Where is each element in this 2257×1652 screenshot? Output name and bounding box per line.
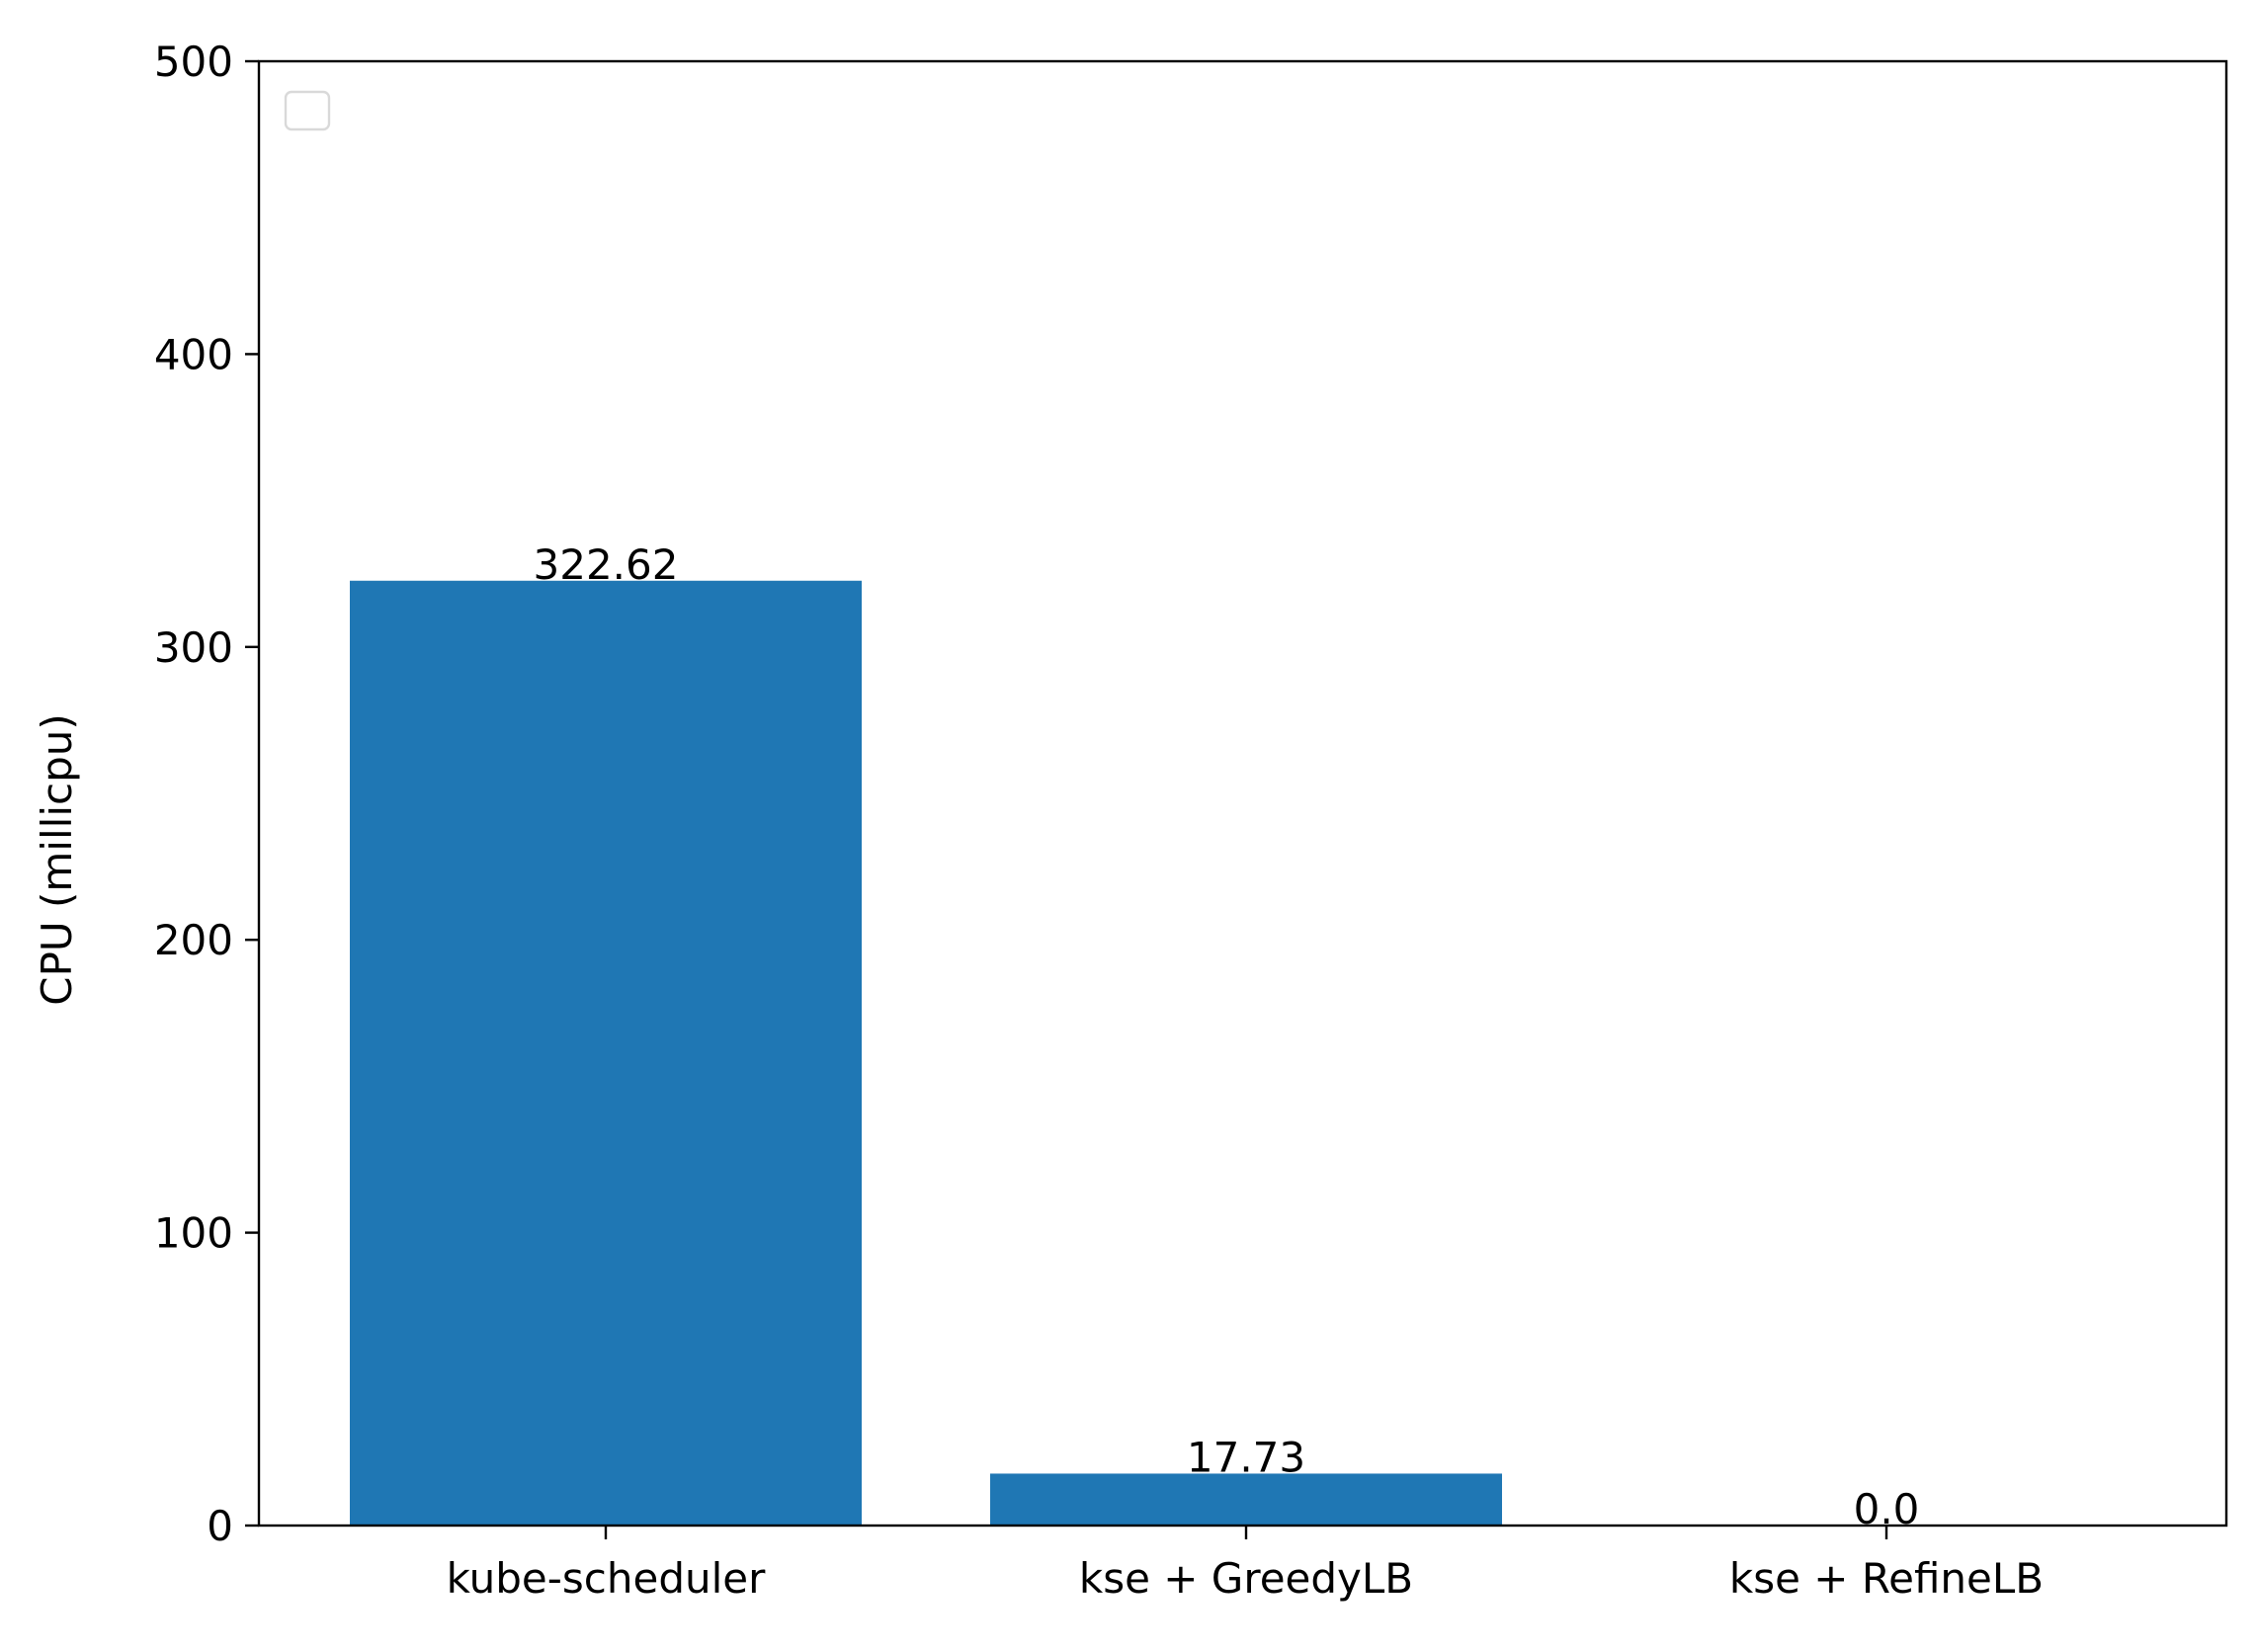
bars-group [350,580,1502,1526]
bar-0 [350,580,862,1526]
y-tick-label-4: 400 [154,330,233,378]
bar-1 [990,1473,1502,1526]
y-tick-label-5: 500 [154,38,233,86]
x-axis-ticks: kube-scheduler kse + GreedyLB kse + Refine… [447,1526,2044,1603]
legend-box [284,90,331,131]
y-tick-label-1: 100 [154,1209,233,1258]
data-label-0: 322.62 [534,540,679,589]
y-tick-label-3: 300 [154,623,233,672]
x-tick-label-1: kse + GreedyLB [1079,1554,1413,1603]
y-tick-label-0: 0 [207,1502,233,1550]
y-axis-title: CPU (millicpu) [33,713,81,1005]
x-tick-label-0: kube-scheduler [447,1554,767,1603]
plot-frame [257,59,2228,1528]
x-tick-label-2: kse + RefineLB [1729,1554,2044,1603]
y-tick-label-2: 200 [154,916,233,964]
data-label-1: 17.73 [1187,1433,1305,1481]
y-axis-ticks: 0 100 200 300 400 500 [154,38,259,1550]
